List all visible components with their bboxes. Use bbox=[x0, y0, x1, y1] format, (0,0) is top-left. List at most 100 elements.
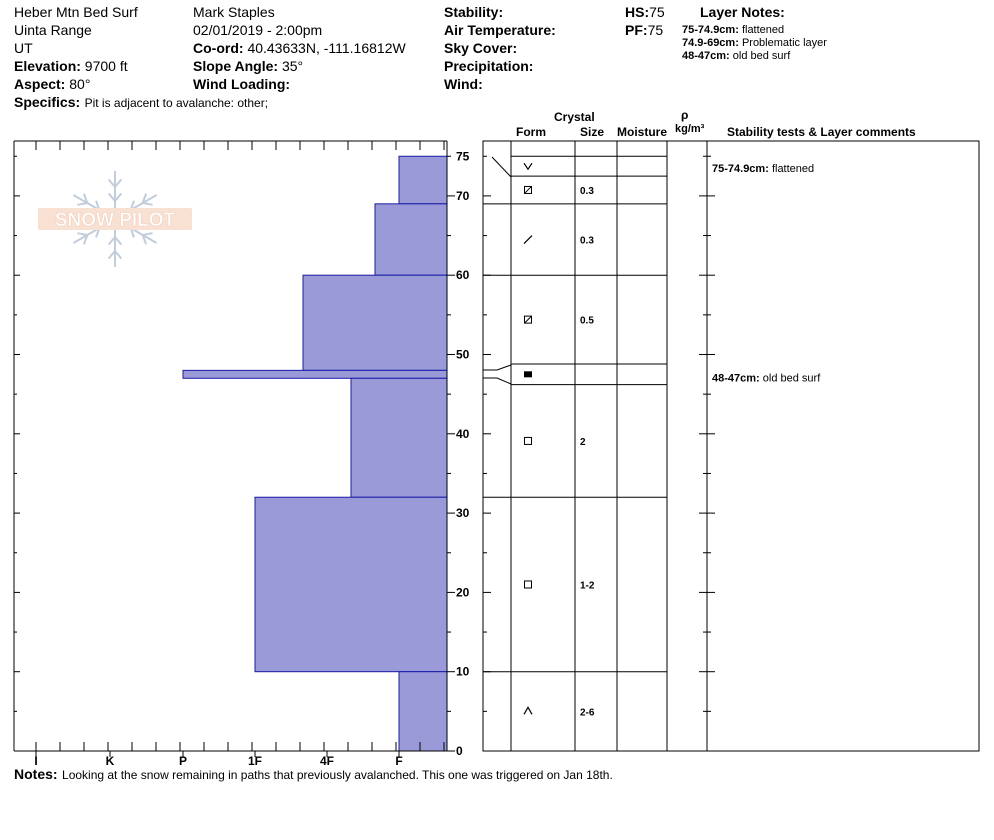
crystal-header: Crystal bbox=[554, 110, 595, 124]
crystal-size-label: 2 bbox=[580, 437, 586, 448]
layer-note-text: Problematic layer bbox=[741, 37, 827, 49]
pf: PF:75 bbox=[625, 23, 663, 37]
depth-tick-label: 70 bbox=[456, 189, 470, 203]
pf-label: PF: bbox=[625, 22, 648, 38]
snowflake-branch bbox=[82, 193, 89, 204]
specifics: Specifics: Pit is adjacent to avalanche:… bbox=[14, 95, 268, 111]
hardness-bar bbox=[254, 496, 448, 673]
crystal-form-box-slash-icon bbox=[524, 315, 532, 324]
wind-loading-label: Wind Loading: bbox=[193, 76, 291, 92]
crystal-form-slash-mark bbox=[524, 315, 532, 324]
snowflake-branch bbox=[107, 178, 116, 188]
layer-comment-text: old bed surf bbox=[763, 372, 821, 384]
layer-note-range: 74.9-69cm: bbox=[682, 37, 739, 49]
crystal-form-v-icon bbox=[523, 162, 533, 171]
crystal-grid-frame bbox=[482, 140, 980, 752]
layer-comment: 48-47cm: old bed surf bbox=[712, 372, 821, 384]
depth-tick-label: 10 bbox=[456, 665, 470, 679]
pit-name: Heber Mtn Bed Surf bbox=[14, 4, 138, 20]
snowpilot-logo: SNOW PILOT bbox=[38, 171, 192, 267]
hardness-bars bbox=[182, 155, 448, 752]
size-header: Size bbox=[580, 125, 605, 139]
observer: Mark Staples bbox=[193, 4, 275, 20]
depth-tick-label: 30 bbox=[456, 506, 470, 520]
notes-text: Looking at the snow remaining in paths t… bbox=[62, 768, 613, 782]
specifics-label: Specifics: bbox=[14, 94, 81, 110]
hardness-tick-label: 4F bbox=[320, 754, 334, 768]
elevation-label: Elevation: bbox=[14, 58, 81, 74]
aspect-label: Aspect: bbox=[14, 76, 66, 92]
crystal-form-filled-box-icon bbox=[524, 371, 532, 378]
precipitation-label: Precipitation: bbox=[444, 58, 534, 74]
snowflake-branch bbox=[114, 178, 123, 188]
crystal-size-label: 2-6 bbox=[580, 707, 595, 718]
layer-connector bbox=[483, 377, 512, 385]
hs: HS:75 bbox=[625, 5, 665, 19]
pf-value: 75 bbox=[647, 22, 664, 38]
crystal-form-slash-mark bbox=[524, 186, 532, 194]
specifics-value: Pit is adjacent to avalanche: other; bbox=[84, 96, 269, 110]
depth-tick-label: 50 bbox=[456, 348, 470, 362]
coord-value: 40.43633N, -111.16812W bbox=[247, 40, 406, 56]
snowflake-branch bbox=[114, 192, 123, 202]
hardness-tick-label: 1F bbox=[248, 754, 262, 768]
notes: Notes: Looking at the snow remaining in … bbox=[14, 767, 613, 783]
elevation: Elevation: 9700 ft bbox=[14, 59, 128, 73]
hardness-bar bbox=[182, 369, 448, 379]
aspect: Aspect: 80° bbox=[14, 77, 90, 91]
snowflake-branch bbox=[107, 236, 116, 246]
layer-note: 75-74.9cm: flattened bbox=[682, 25, 784, 36]
depth-tick-label: 20 bbox=[456, 585, 470, 599]
air-temp-label: Air Temperature: bbox=[444, 22, 556, 38]
layer-notes-title: Layer Notes: bbox=[700, 4, 785, 20]
slope-value: 35° bbox=[281, 58, 304, 74]
layer-connector bbox=[483, 364, 512, 371]
layer-comment-range: 75-74.9cm: bbox=[712, 163, 772, 175]
crystal-form-box-slash-icon bbox=[524, 185, 532, 194]
coord-label: Co-ord: bbox=[193, 40, 244, 56]
layer-note-range: 48-47cm: bbox=[682, 50, 730, 62]
stability-label: Stability: bbox=[444, 4, 504, 20]
crystal-size-label: 1-2 bbox=[580, 580, 595, 591]
snowflake-branch bbox=[141, 193, 148, 204]
depth-tick-label: 40 bbox=[456, 427, 470, 441]
crystal-form-caret-icon bbox=[523, 706, 533, 715]
snowflake-branch bbox=[114, 250, 123, 260]
crystal-grid: 0.3 0.3 0.5 2 1-2 2-6 75-74.9cm: flattened 48-4… bbox=[482, 140, 980, 752]
hs-value: 75 bbox=[649, 4, 665, 20]
snowflake-branch bbox=[142, 202, 153, 206]
crystal-size-label: 0.3 bbox=[580, 236, 594, 247]
hardness-bar bbox=[350, 377, 448, 498]
hardness-bar bbox=[398, 671, 448, 752]
snowflake-branch bbox=[77, 202, 88, 206]
aspect-value: 80° bbox=[69, 76, 91, 92]
density-rho-header: ρ bbox=[681, 108, 689, 122]
sky-cover-label: Sky Cover: bbox=[444, 40, 518, 56]
snowflake-branch bbox=[82, 234, 89, 245]
layer-comment: 75-74.9cm: flattened bbox=[712, 163, 814, 175]
snowflake-branch bbox=[77, 232, 88, 236]
depth-tick-label: 0 bbox=[456, 744, 463, 758]
crystal-form-slash-icon bbox=[523, 235, 533, 244]
depth-tick-label: 60 bbox=[456, 268, 470, 282]
logo-text: SNOW PILOT bbox=[55, 210, 176, 231]
datetime: 02/01/2019 - 2:00pm bbox=[193, 22, 323, 38]
coordinates: Co-ord: 40.43633N, -111.16812W bbox=[193, 41, 406, 55]
layer-note-range: 75-74.9cm: bbox=[682, 24, 739, 36]
depth-axis: 0 10 20 30 40 50 60 70 75 bbox=[14, 141, 470, 758]
range-name: Uinta Range bbox=[14, 22, 92, 38]
snowflake-branch bbox=[142, 232, 153, 236]
layer-note: 74.9-69cm: Problematic layer bbox=[682, 38, 827, 49]
notes-label: Notes: bbox=[14, 766, 58, 782]
form-header: Form bbox=[516, 125, 546, 139]
layer-connector bbox=[491, 156, 512, 178]
hardness-bar bbox=[398, 155, 448, 205]
crystal-size-label: 0.3 bbox=[580, 186, 594, 197]
crystal-form-box-icon bbox=[524, 580, 532, 589]
hs-label: HS: bbox=[625, 4, 650, 20]
hardness-tick-label: I bbox=[34, 754, 37, 768]
layer-comment-range: 48-47cm: bbox=[712, 372, 763, 384]
wind-label: Wind: bbox=[444, 76, 483, 92]
elevation-value: 9700 ft bbox=[84, 58, 128, 74]
